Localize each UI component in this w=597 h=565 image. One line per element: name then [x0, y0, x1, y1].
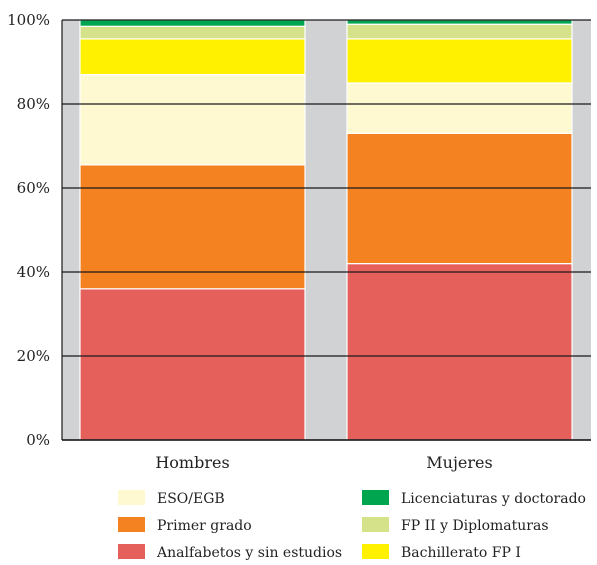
bar-stack-hombres	[79, 19, 306, 441]
legend-label: Analfabetos y sin estudios	[156, 545, 342, 561]
bar-segment-mujeres-0	[346, 263, 573, 441]
y-tick-label: 100%	[7, 11, 50, 29]
legend-swatch	[362, 490, 389, 505]
bar-segment-hombres-2	[79, 73, 306, 166]
bar-segment-hombres-1	[79, 164, 306, 290]
bar-segment-mujeres-1	[346, 132, 573, 265]
bar-segment-hombres-4	[79, 25, 306, 40]
y-tick-label: 20%	[17, 347, 50, 365]
y-tick-label: 60%	[17, 179, 50, 197]
bar-segment-hombres-0	[79, 288, 306, 441]
legend: ESO/EGB Primer grado Analfabetos y sin est…	[118, 490, 586, 561]
bar-segment-hombres-5	[79, 19, 306, 27]
legend-label: Primer grado	[157, 518, 252, 534]
bar-segment-mujeres-4	[346, 23, 573, 40]
bar-segment-mujeres-2	[346, 82, 573, 135]
legend-swatch	[362, 517, 389, 532]
bar-segment-mujeres-3	[346, 38, 573, 84]
legend-item: Primer grado	[118, 517, 252, 534]
x-tick-labels: Hombres Mujeres	[155, 453, 492, 472]
y-tick-label: 80%	[17, 95, 50, 113]
y-tick-label: 40%	[17, 263, 50, 281]
legend-label: Licenciaturas y doctorado	[401, 491, 586, 507]
legend-item: Licenciaturas y doctorado	[362, 490, 586, 507]
legend-swatch	[362, 544, 389, 559]
bar-segment-mujeres-5	[346, 19, 573, 25]
legend-item: Bachillerato FP I	[362, 544, 521, 561]
legend-swatch	[118, 544, 145, 559]
legend-item: FP II y Diplomaturas	[362, 517, 549, 534]
legend-swatch	[118, 490, 145, 505]
legend-item: ESO/EGB	[118, 490, 225, 507]
y-tick-label: 0%	[26, 431, 50, 449]
x-tick-label: Hombres	[155, 453, 229, 472]
bars-layer	[79, 19, 573, 441]
legend-label: Bachillerato FP I	[401, 545, 521, 561]
y-tick-labels: 0% 20% 40% 60% 80% 100%	[7, 11, 50, 449]
legend-swatch	[118, 517, 145, 532]
x-tick-label: Mujeres	[426, 453, 492, 472]
axes	[61, 20, 591, 441]
bar-stack-mujeres	[346, 19, 573, 441]
legend-label: FP II y Diplomaturas	[401, 518, 549, 534]
bar-segment-hombres-3	[79, 38, 306, 76]
legend-label: ESO/EGB	[157, 491, 225, 507]
legend-item: Analfabetos y sin estudios	[118, 544, 342, 561]
